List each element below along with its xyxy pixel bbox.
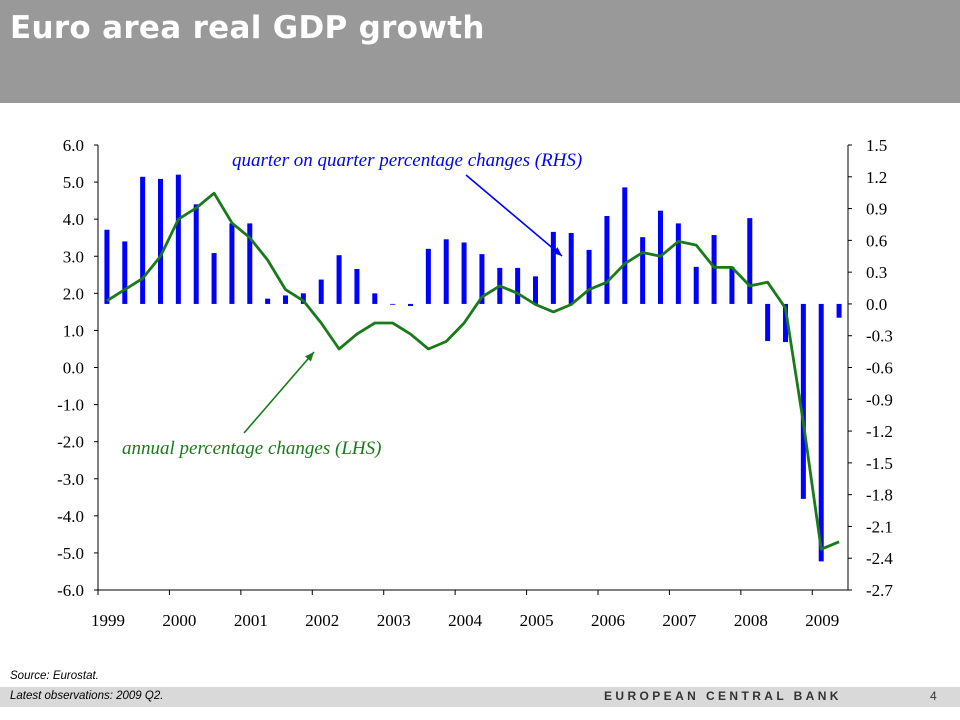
qoq-bar-2003Q3	[425, 248, 431, 304]
qoq-bar-2003Q2	[408, 303, 413, 307]
bank-name: EUROPEAN CENTRAL BANK	[604, 689, 842, 703]
qoq-bar-1999Q3	[140, 176, 146, 304]
qoq-bar-2007Q3	[711, 235, 717, 304]
left-tick-label: 3.0	[63, 247, 84, 266]
left-tick-label: 4.0	[63, 210, 84, 229]
qoq-bar-2006Q1	[604, 215, 610, 304]
qoq-bar-2000Q3	[211, 253, 217, 304]
x-tick-label: 2003	[377, 611, 411, 630]
right-tick-label: 1.5	[866, 136, 887, 155]
title-bar: Euro area real GDP growth	[0, 0, 960, 103]
qoq-bar-2004Q1	[461, 242, 467, 304]
qoq-bar-2002Q3	[354, 268, 360, 304]
x-tick-label: 2002	[305, 611, 339, 630]
annotations: quarter on quarter percentage changes (R…	[122, 150, 582, 459]
qoq-bar-2008Q3	[783, 303, 788, 343]
left-tick-label: 1.0	[63, 321, 84, 340]
qoq-bar-2008Q1	[747, 218, 753, 304]
left-tick-label: 6.0	[63, 136, 84, 155]
right-tick-label: 0.6	[866, 231, 887, 250]
qoq-bar-2002Q4	[372, 293, 378, 304]
qoq-bar-1999Q4	[158, 178, 163, 304]
qoq-bar-2001Q3	[283, 295, 288, 304]
right-tick-label: -2.4	[866, 549, 893, 568]
source-note: Source: Eurostat.	[10, 670, 99, 682]
qoq-bar-2007Q2	[693, 266, 699, 304]
x-tick-label: 2004	[448, 611, 483, 630]
latest-observations: Latest observations: 2009 Q2.	[10, 690, 164, 702]
left-tick-label: -5.0	[57, 544, 84, 563]
qoq-bar-2001Q1	[247, 223, 253, 304]
left-tick-label: -3.0	[57, 470, 84, 489]
right-tick-label: -2.1	[866, 517, 893, 536]
right-tick-label: 0.0	[866, 295, 887, 314]
qoq-bar-2007Q1	[675, 223, 681, 304]
left-tick-label: 5.0	[63, 173, 84, 192]
qoq-bar-2004Q2	[479, 254, 485, 304]
left-tick-label: -4.0	[57, 507, 84, 526]
qoq-bar-2000Q2	[193, 204, 199, 304]
footer-bar: Latest observations: 2009 Q2. EUROPEAN C…	[0, 687, 960, 707]
left-tick-label: -2.0	[57, 433, 84, 452]
qoq-annotation: quarter on quarter percentage changes (R…	[232, 150, 582, 171]
x-tick-label: 2001	[234, 611, 268, 630]
annual-annotation: annual percentage changes (LHS)	[122, 438, 381, 459]
tick-labels: 6.0 5.0 4.0 3.0 2.0 1.0 0.0 -1.0 -2.0 -3.0 -4.0 -5.…	[57, 136, 893, 630]
qoq-bar-2005Q4	[586, 249, 592, 304]
qoq-arrow	[465, 174, 563, 257]
right-tick-label: -1.8	[866, 486, 893, 505]
qoq-bar-2005Q2	[550, 231, 556, 304]
x-tick-label: 2000	[162, 611, 196, 630]
qoq-bar-2001Q2	[265, 298, 271, 304]
right-tick-label: -2.7	[866, 581, 893, 600]
annual-line-layer	[106, 191, 840, 551]
qoq-bar-2004Q4	[515, 267, 521, 304]
right-tick-label: -1.5	[866, 454, 893, 473]
qoq-bar-2005Q3	[568, 232, 574, 304]
qoq-bar-2003Q1	[390, 303, 396, 305]
chart-axes	[94, 144, 852, 595]
right-tick-label: 1.2	[866, 168, 887, 187]
right-tick-label: -1.2	[866, 422, 893, 441]
qoq-bar-2002Q1	[318, 279, 324, 304]
x-tick-label: 2008	[734, 611, 768, 630]
qoq-bar-2000Q1	[175, 174, 181, 304]
slide-title: Euro area real GDP growth	[10, 10, 485, 46]
qoq-bars	[104, 174, 842, 562]
x-tick-label: 2005	[520, 611, 554, 630]
qoq-bar-2000Q4	[229, 223, 235, 304]
annual-growth-line	[106, 191, 840, 551]
qoq-bar-2008Q4	[800, 303, 806, 499]
qoq-bar-1999Q2	[122, 241, 128, 304]
qoq-bar-2006Q2	[622, 187, 628, 304]
left-tick-label: 2.0	[63, 284, 84, 303]
right-tick-label: -0.9	[866, 390, 893, 409]
x-tick-label: 2007	[662, 611, 697, 630]
qoq-bar-2002Q2	[336, 255, 342, 304]
qoq-bar-2001Q4	[300, 293, 306, 304]
left-tick-label: 0.0	[63, 359, 84, 378]
x-tick-label: 2009	[805, 611, 839, 630]
qoq-bar-2009Q1	[818, 303, 824, 562]
x-tick-label: 1999	[91, 611, 125, 630]
qoq-bar-2005Q1	[533, 276, 538, 304]
qoq-arrow-head	[552, 247, 562, 256]
left-tick-label: -1.0	[57, 396, 84, 415]
annual-arrow	[243, 351, 315, 434]
qoq-bar-2008Q2	[765, 303, 771, 342]
page-number: 4	[930, 689, 937, 703]
right-tick-label: -0.3	[866, 327, 893, 346]
qoq-bar-2007Q4	[729, 266, 735, 304]
right-tick-label: 0.3	[866, 263, 887, 282]
x-tick-label: 2006	[591, 611, 625, 630]
gdp-growth-chart: 6.0 5.0 4.0 3.0 2.0 1.0 0.0 -1.0 -2.0 -3.0 -4.0 -5.…	[57, 136, 893, 630]
left-tick-label: -6.0	[57, 581, 84, 600]
annual-arrow-head	[305, 352, 314, 362]
qoq-bar-2003Q4	[443, 239, 449, 304]
qoq-bar-2009Q2	[836, 303, 842, 318]
right-tick-label: -0.6	[866, 359, 893, 378]
qoq-bar-2006Q3	[640, 237, 646, 304]
qoq-bar-1999Q1	[104, 229, 110, 304]
right-tick-label: 0.9	[866, 200, 887, 219]
